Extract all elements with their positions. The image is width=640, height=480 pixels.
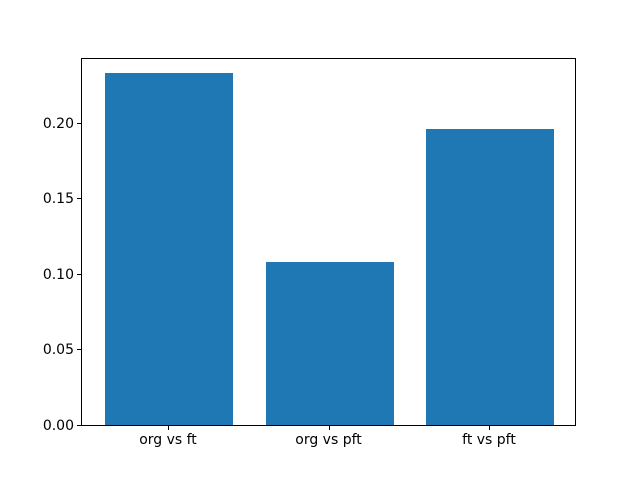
x-tick-mark [489,426,490,430]
y-tick-mark [77,198,81,200]
y-tick-mark [77,425,81,426]
x-tick-label: ft vs pft [462,432,516,448]
bar-org-vs-pft [265,261,394,425]
x-tick-mark [168,426,169,430]
y-tick-mark [77,273,81,275]
x-tick-label: org vs pft [295,432,362,448]
x-tick-label: org vs ft [139,432,197,448]
bar-org-vs-ft [105,73,233,425]
y-tick-label: 0.00 [42,418,74,434]
y-tick-label: 0.05 [42,342,74,359]
y-tick-label: 0.20 [42,115,74,132]
plot-area [81,58,576,426]
y-tick-mark [77,349,81,351]
x-tick-mark [328,426,330,430]
y-tick-label: 0.15 [42,191,74,208]
y-tick-mark [77,122,81,124]
y-tick-label: 0.10 [42,266,74,283]
bar-ft-vs-pft [426,129,554,425]
